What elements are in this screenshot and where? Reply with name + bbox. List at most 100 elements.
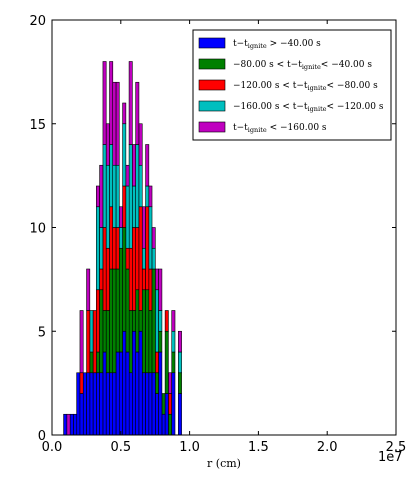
bar-segment-series-4 [102,144,107,228]
bar-segment-series-5 [115,81,120,166]
bar-segment-series-3 [96,289,100,353]
bar-segment-series-3 [135,227,140,291]
bar-segment-series-5 [122,102,127,125]
bar-segment-series-4 [158,310,163,332]
legend-swatch [198,121,226,133]
bar-segment-series-1 [69,413,74,436]
bar-segment-series-5 [112,81,117,166]
bar-segment-series-4 [141,247,146,270]
bar-segment-series-2 [125,268,130,353]
bar-segment-series-1 [82,372,87,436]
bar-segment-series-3 [155,351,159,374]
y-tick-label: 10 [29,222,46,237]
bar-segment-series-1 [148,372,153,436]
bar-segment-series-4 [109,144,114,208]
bar-segment-series-1 [96,372,100,436]
bar-segment-series-1 [115,351,120,436]
legend-swatch [198,37,226,49]
bar-segment-series-1 [171,372,176,436]
bar-segment-series-5 [155,268,159,291]
bar-segment-series-5 [102,61,107,145]
bar-segment-series-2 [132,310,136,332]
bar-segment-series-4 [171,330,176,353]
bar-segment-series-1 [141,372,146,436]
bar-segment-series-3 [109,206,114,270]
bar-segment-series-4 [115,164,120,228]
bar-segment-series-2 [155,372,159,394]
bar-segment-series-2 [122,227,127,332]
bar-segment-series-2 [105,310,110,374]
bar-segment-series-1 [155,393,159,436]
bar-segment-series-2 [115,268,120,353]
bar-segment-series-1 [122,330,127,436]
bar-segment-series-2 [109,268,114,374]
bar-segment-series-5 [171,310,176,332]
bar-segment-series-4 [105,164,110,249]
bar-segment-series-4 [155,289,159,353]
bar-segment-series-1 [158,351,163,436]
bar-segment-series-1 [119,351,123,436]
bar-segment-series-1 [145,372,150,436]
bar-segment-series-5 [96,185,100,208]
bar-segment-series-3 [86,310,91,374]
bar-segment-series-1 [105,372,110,436]
bar-segment-series-5 [66,413,71,436]
bar-segment-series-1 [164,393,169,436]
y-tick-label: 15 [29,118,46,133]
bar-segment-series-4 [132,185,136,228]
bar-segment-series-1 [138,330,143,436]
bar-segment-series-4 [99,227,104,270]
bar-segment-series-2 [168,413,172,436]
y-tick-label: 20 [29,14,46,29]
bar-segment-series-3 [92,310,97,374]
bar-segment-series-2 [89,351,94,374]
x-axis-label: r (cm) [207,457,241,470]
bar-segment-series-1 [178,393,182,436]
bar-segment-series-2 [151,268,156,374]
bar-segment-series-1 [161,413,166,436]
bar-segment-series-4 [128,144,133,249]
bar-segment-series-5 [151,227,156,249]
legend: t−tignite > −40.00 s −80.00 s < t−tignite… [192,29,392,141]
bar-segment-series-2 [158,330,163,353]
legend-label: t−tignite > −40.00 s [233,39,321,50]
bar-segment-series-1 [112,372,117,436]
bar-segment-series-2 [135,289,140,353]
bar-segment-series-5 [148,185,153,208]
bar-segment-series-3 [168,393,172,415]
bar-segment-series-2 [178,372,182,394]
bar-segment-series-4 [112,164,117,228]
bar-segment-series-5 [125,164,130,187]
bar-segment-series-3 [125,247,130,270]
bar-segment-series-4 [151,247,156,270]
bar-segment-series-2 [161,393,166,415]
bar-segment-series-4 [138,164,143,208]
bar-segment-series-5 [79,310,84,374]
ticks-layer: 0.0 0.5 1.0 1.5 2.0 2.5 0 5 10 15 20 [29,14,406,455]
bar-segment-series-1 [128,372,133,436]
bar-segment-series-5 [178,330,182,353]
legend-swatch [198,79,226,91]
bar-segment-series-4 [122,123,127,187]
bar-segment-series-2 [145,289,150,374]
bar-segment-series-4 [178,351,182,374]
bar-segment-series-4 [135,144,140,228]
x-tick-label: 1.0 [179,440,200,455]
bar-segment-series-5 [145,144,150,187]
bar-segment-series-3 [141,268,146,291]
bar-segment-series-1 [135,351,140,436]
bar-segment-series-2 [96,351,100,374]
legend-label: −80.00 s < t−tignite< −40.00 s [233,60,372,71]
bar-segment-series-2 [102,310,107,353]
bar-segment-series-3 [164,310,169,332]
bar-segment-series-2 [171,351,176,374]
bar-segment-series-3 [128,247,133,311]
bar-segment-series-4 [119,227,123,249]
bar-segment-series-2 [119,247,123,353]
bar-segment-series-2 [112,268,117,374]
y-tick-label: 0 [38,429,46,444]
bar-segment-series-1 [63,413,68,436]
bar-segment-series-5 [132,144,136,187]
bar-segment-series-3 [148,268,153,311]
